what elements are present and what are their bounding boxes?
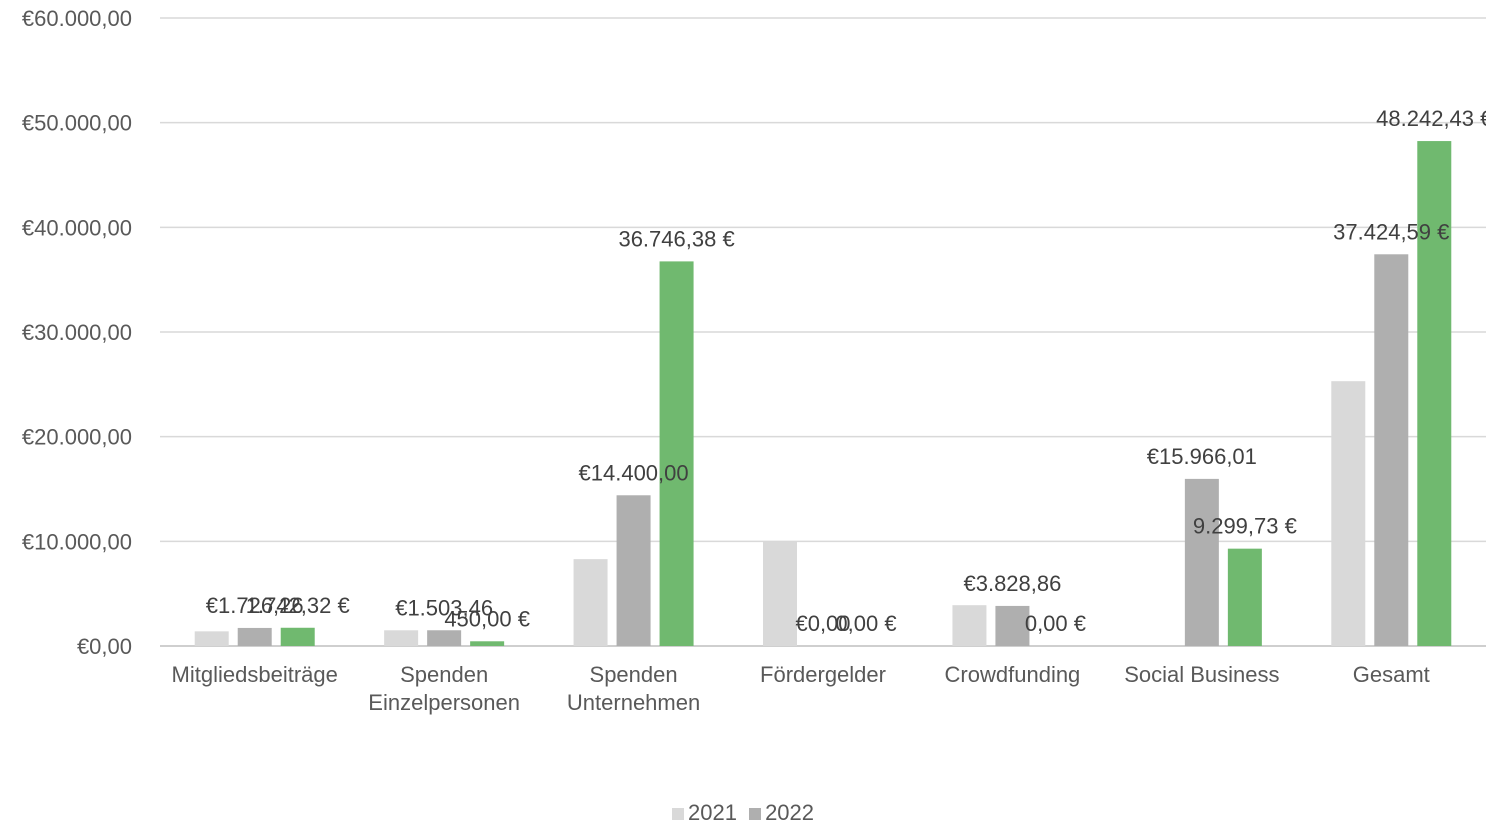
data-label: 48.242,43 € (1376, 106, 1486, 131)
bar (573, 559, 608, 646)
legend-item-2022: 2022 (749, 800, 814, 826)
legend-label-2022: 2022 (765, 800, 815, 825)
bar (280, 627, 315, 646)
x-category-label: Fördergelder (760, 662, 886, 687)
data-label: 450,00 € (444, 606, 530, 631)
bar (194, 631, 229, 646)
bar (1417, 141, 1452, 646)
y-axis-ticks: €0,00 €10.000,00 €20.000,00 €30.000,00 €40.0… (22, 6, 132, 659)
data-label: €1.726,26 (206, 593, 304, 618)
bar (470, 641, 505, 646)
data-label: €3.828,86 (963, 571, 1061, 596)
y-tick-label: €40.000,00 (22, 215, 132, 240)
y-tick-label: €0,00 (77, 634, 132, 659)
data-label: €15.966,01 (1147, 444, 1257, 469)
bar (616, 495, 651, 646)
x-category-label: Social Business (1124, 662, 1279, 687)
x-category-label: Spenden (590, 662, 678, 687)
legend-item-2021: 2021 (671, 800, 737, 826)
x-category-label: Einzelpersonen (368, 690, 520, 715)
y-tick-label: €10.000,00 (22, 529, 132, 554)
x-axis-categories: Mitgliedsbeiträge Spenden Einzelpersonen Sp… (172, 662, 1430, 715)
bar (1227, 548, 1262, 646)
data-label: 1.742,32 € (246, 593, 350, 618)
bar (1331, 381, 1366, 646)
data-label: 0,00 € (835, 611, 896, 636)
gridlines (160, 17, 1486, 647)
bar (427, 630, 462, 646)
data-label: €14.400,00 (579, 460, 689, 485)
x-category-label: Mitgliedsbeiträge (172, 662, 338, 687)
data-label: €1.503,46 (395, 595, 493, 620)
y-tick-label: €20.000,00 (22, 425, 132, 450)
x-category-label: Unternehmen (567, 690, 700, 715)
x-category-label: Crowdfunding (945, 662, 1081, 687)
bar (995, 605, 1030, 646)
bar (1184, 478, 1219, 646)
data-label: €0,00 (795, 611, 850, 636)
bar (384, 630, 419, 646)
bars (194, 141, 1452, 646)
bar-chart: €0,00 €10.000,00 €20.000,00 €30.000,00 €40.0… (22, 6, 1486, 715)
legend: 2021 2022 (0, 800, 1486, 826)
data-label: 37.424,59 € (1333, 219, 1449, 244)
bar (659, 261, 694, 646)
x-category-label: Spenden (400, 662, 488, 687)
data-label: 36.746,38 € (618, 226, 734, 251)
data-label: 0,00 € (1025, 611, 1086, 636)
data-label: 9.299,73 € (1193, 514, 1297, 539)
legend-swatch-2021 (671, 808, 684, 820)
legend-label-2021: 2021 (687, 800, 737, 825)
bar (1374, 254, 1409, 646)
legend-swatch-2022 (749, 808, 762, 820)
bar (763, 541, 797, 646)
y-tick-label: €60.000,00 (22, 6, 132, 31)
y-tick-label: €30.000,00 (22, 320, 132, 345)
x-category-label: Gesamt (1353, 662, 1430, 687)
bar (952, 605, 987, 646)
y-tick-label: €50.000,00 (22, 111, 132, 136)
bar (237, 627, 272, 646)
